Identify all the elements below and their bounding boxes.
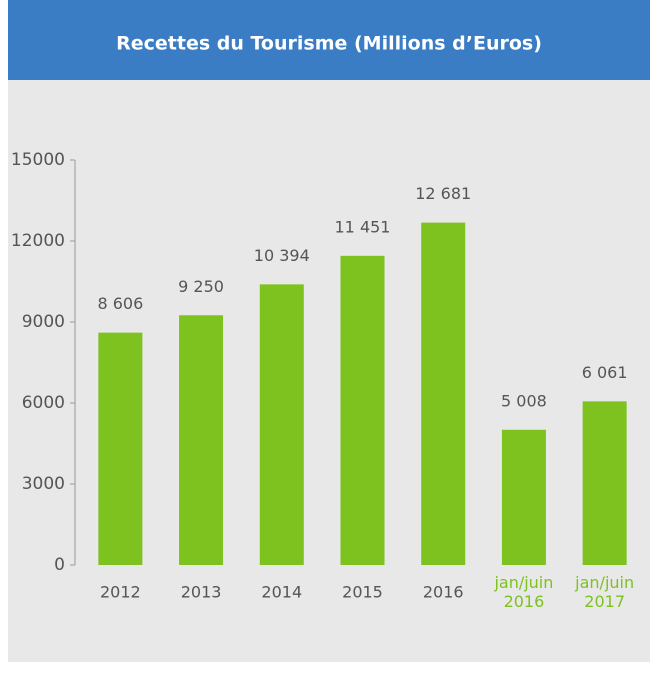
y-tick-label: 9000 [22, 312, 65, 332]
y-tick-label: 15000 [11, 150, 65, 170]
y-tick-label: 0 [54, 555, 65, 575]
x-tick-label: jan/juin 2016 [493, 573, 553, 611]
y-tick-label: 6000 [22, 393, 65, 413]
x-tick-label: 2015 [342, 583, 383, 602]
value-label: 10 394 [254, 246, 310, 265]
x-tick-label: 2014 [261, 583, 302, 602]
x-tick-label: 2016 [423, 583, 464, 602]
bar [179, 315, 224, 565]
bar [501, 429, 546, 565]
bar [340, 255, 385, 565]
x-tick-label: 2013 [181, 583, 222, 602]
header [8, 0, 650, 80]
bar [582, 401, 627, 565]
value-label: 12 681 [415, 184, 471, 203]
y-tick-label: 12000 [11, 231, 65, 251]
value-label: 5 008 [501, 391, 547, 410]
chart-title: Recettes du Tourisme (Millions d’Euros) [116, 33, 542, 55]
bar [421, 222, 466, 565]
value-label: 11 451 [335, 217, 391, 236]
bar [259, 284, 304, 565]
value-label: 8 606 [97, 294, 143, 313]
value-label: 6 061 [582, 363, 628, 382]
y-tick-label: 3000 [22, 474, 65, 494]
bar [98, 332, 143, 565]
x-tick-label: 2012 [100, 583, 141, 602]
value-label: 9 250 [178, 277, 224, 296]
x-tick-label: jan/juin 2017 [574, 573, 634, 611]
